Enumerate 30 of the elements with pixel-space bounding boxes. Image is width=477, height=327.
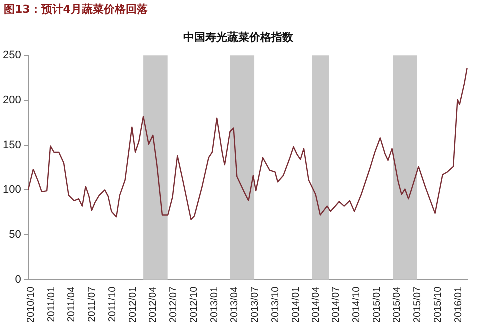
x-tick-label: 2012/01 <box>128 286 139 324</box>
x-tick-label: 2013/07 <box>250 286 261 324</box>
y-tick-label: 0 <box>15 274 22 286</box>
x-tick-label: 2015/01 <box>372 286 384 324</box>
x-tick-label: 2013/01 <box>209 286 220 324</box>
x-tick-label: 2015/07 <box>412 286 424 324</box>
x-tick-label: 2014/10 <box>352 286 363 324</box>
x-tick-label: 2011/04 <box>66 286 78 322</box>
x-tick-label: 2011/10 <box>107 286 118 322</box>
y-tick-label: 50 <box>9 229 22 242</box>
x-tick-label: 2012/10 <box>188 286 200 324</box>
x-tick-label: 2014/01 <box>290 286 302 324</box>
x-tick-label: 2013/10 <box>270 286 282 324</box>
x-tick-label: 2011/07 <box>86 286 98 322</box>
x-tick-label: 2013/04 <box>230 286 241 324</box>
y-tick-label: 100 <box>2 184 22 196</box>
y-tick-label: 150 <box>2 139 22 152</box>
x-tick-label: 2014/07 <box>331 286 342 324</box>
chart-subtitle: 中国寿光蔬菜价格指数 <box>182 30 294 45</box>
y-tick-label: 250 <box>2 50 22 62</box>
x-tick-label: 2012/04 <box>148 286 160 324</box>
y-tick-label: 200 <box>2 94 22 106</box>
x-tick-label: 2015/04 <box>392 286 404 324</box>
x-tick-label: 2014/04 <box>310 286 322 324</box>
x-tick-label: 2011/01 <box>46 286 58 322</box>
x-tick-label: 2012/07 <box>168 286 180 324</box>
x-tick-label: 2015/10 <box>432 286 444 324</box>
x-tick-label: 2016/01 <box>453 286 464 324</box>
x-tick-label: 2010/10 <box>26 286 38 324</box>
chart-title: 图13：预计4月蔬菜价格回落 <box>4 2 148 17</box>
